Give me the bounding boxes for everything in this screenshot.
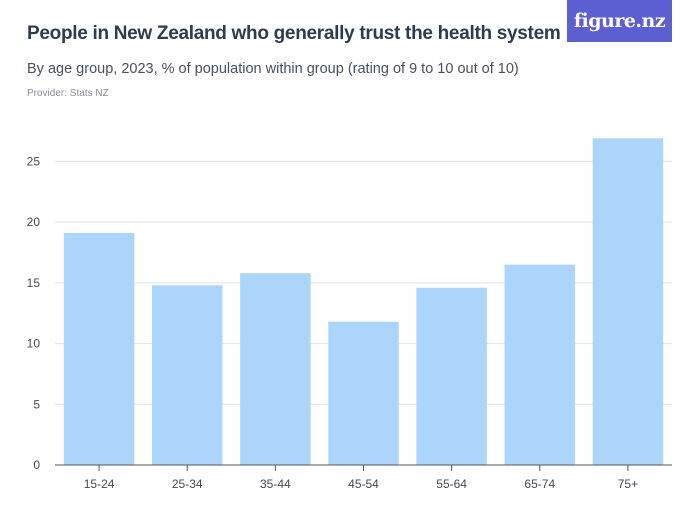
bar	[240, 273, 311, 465]
y-tick-label: 10	[27, 337, 41, 351]
chart-subtitle: By age group, 2023, % of population with…	[27, 61, 519, 77]
x-tick-label: 65-74	[524, 477, 555, 491]
y-tick-label: 5	[33, 397, 40, 411]
chart-title: People in New Zealand who generally trus…	[27, 23, 561, 44]
bar	[592, 138, 664, 465]
x-tick-label: 55-64	[436, 477, 467, 491]
bar	[504, 264, 576, 465]
x-tick-label: 25-34	[172, 477, 203, 491]
x-tick-label: 75+	[618, 477, 638, 491]
bar	[416, 287, 487, 465]
x-tick-label: 15-24	[84, 477, 115, 491]
bar	[63, 233, 135, 465]
y-tick-label: 25	[27, 154, 41, 168]
bar	[151, 285, 223, 465]
y-tick-label: 0	[33, 458, 40, 472]
y-tick-label: 20	[27, 215, 41, 229]
figure-nz-logo[interactable]: figure.nz	[567, 0, 672, 42]
y-tick-label: 15	[27, 276, 41, 290]
x-tick-label: 45-54	[348, 477, 379, 491]
provider-label: Provider: Stats NZ	[27, 88, 109, 99]
bar	[328, 321, 399, 465]
x-tick-label: 35-44	[260, 477, 291, 491]
